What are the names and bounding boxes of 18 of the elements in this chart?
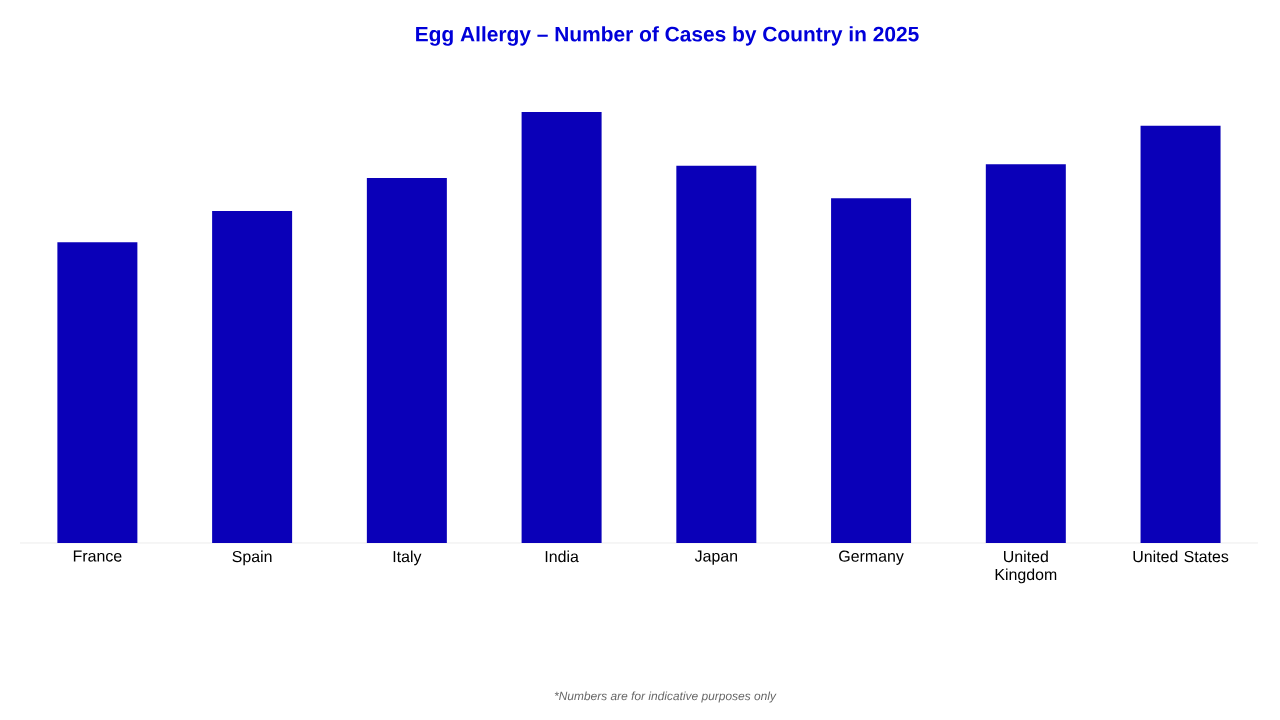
bar (831, 198, 912, 543)
x-tick-label: France (73, 550, 122, 562)
bar (212, 211, 293, 543)
x-tick-label: Italy (393, 550, 422, 566)
x-tick-label: Japan (694, 550, 738, 565)
bar (985, 164, 1066, 543)
bar (676, 165, 757, 543)
bar (57, 242, 138, 543)
x-tick-label: Germany (839, 550, 904, 565)
text: *Numbers are for indicative purposes only (554, 691, 777, 703)
bar (366, 177, 447, 543)
chart-title: Egg Allergy – Number of Cases by Country in 2025 (416, 26, 919, 46)
bar (1140, 125, 1221, 543)
x-tick-label: United Kingdom (995, 550, 1057, 584)
x-tick-label: Spain (232, 550, 272, 566)
x-tick-label: India (545, 550, 579, 563)
bar (521, 111, 602, 543)
x-tick-label: United States (1133, 550, 1229, 563)
